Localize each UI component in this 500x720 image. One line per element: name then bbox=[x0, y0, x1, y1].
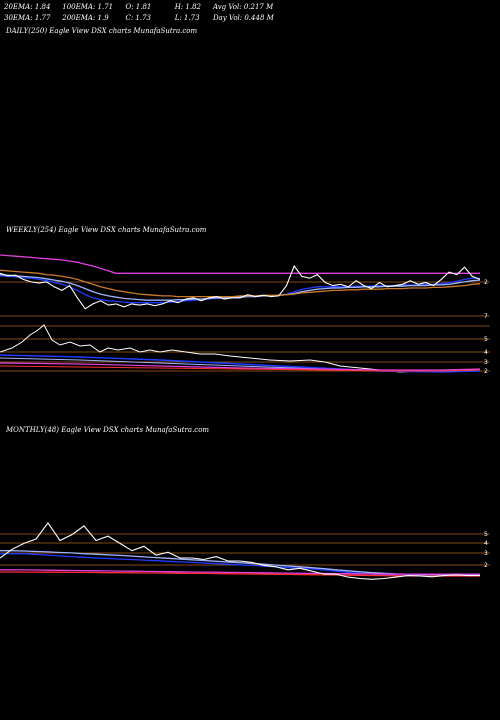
monthly-panel-title: MONTHLY(48) Eagle View DSX charts Munafa… bbox=[6, 426, 210, 434]
ema-series-line bbox=[0, 273, 481, 301]
high-stat: H: 1.82 bbox=[174, 3, 201, 11]
ema-series-line bbox=[0, 254, 480, 274]
daily-panel-title: DAILY(250) Eagle View DSX charts MunafaS… bbox=[6, 27, 198, 35]
day-vol-stat: Day Vol: 0.448 M bbox=[212, 14, 274, 22]
y-tick-label: 2 bbox=[484, 279, 488, 286]
ema-series-line bbox=[0, 569, 480, 575]
close-stat: C: 1.73 bbox=[125, 14, 151, 22]
avg-vol-stat: Avg Vol: 0.217 M bbox=[212, 3, 274, 11]
ema100-stat: 100EMA: 1.71 bbox=[62, 3, 114, 11]
indicator-line bbox=[0, 324, 480, 373]
y-tick-label: 5 bbox=[484, 336, 488, 343]
indicator-line bbox=[0, 365, 481, 372]
price-series-line bbox=[0, 521, 480, 580]
y-tick-label: 5 bbox=[484, 531, 488, 538]
stats-row-2: 30EMA: 1.77 200EMA: 1.9 C: 1.73 L: 1.73 … bbox=[4, 14, 274, 22]
low-stat: L: 1.73 bbox=[174, 14, 200, 22]
ema-series-line bbox=[0, 571, 480, 577]
ema20-stat: 20EMA: 1.84 bbox=[4, 3, 51, 11]
indicator-line bbox=[0, 354, 481, 373]
stats-row-1: 20EMA: 1.84 100EMA: 1.71 O: 1.81 H: 1.82… bbox=[4, 3, 273, 11]
ema200-stat: 200EMA: 1.9 bbox=[62, 14, 109, 22]
weekly-panel-title: WEEKLY(254) Eagle View DSX charts Munafa… bbox=[6, 226, 207, 234]
ema-series-line bbox=[0, 269, 481, 298]
open-stat: O: 1.81 bbox=[125, 3, 152, 11]
y-tick-label: 4 bbox=[484, 540, 488, 547]
y-tick-label: 7 bbox=[484, 313, 488, 320]
indicator-line bbox=[0, 362, 481, 371]
y-tick-label: 4 bbox=[484, 349, 488, 356]
y-tick-label: 2 bbox=[484, 562, 488, 569]
ema30-stat: 30EMA: 1.77 bbox=[4, 14, 51, 22]
y-tick-label: 3 bbox=[484, 359, 488, 366]
price-series-line bbox=[0, 264, 481, 310]
y-tick-label: 2 bbox=[484, 368, 488, 375]
y-tick-label: 3 bbox=[484, 550, 488, 557]
